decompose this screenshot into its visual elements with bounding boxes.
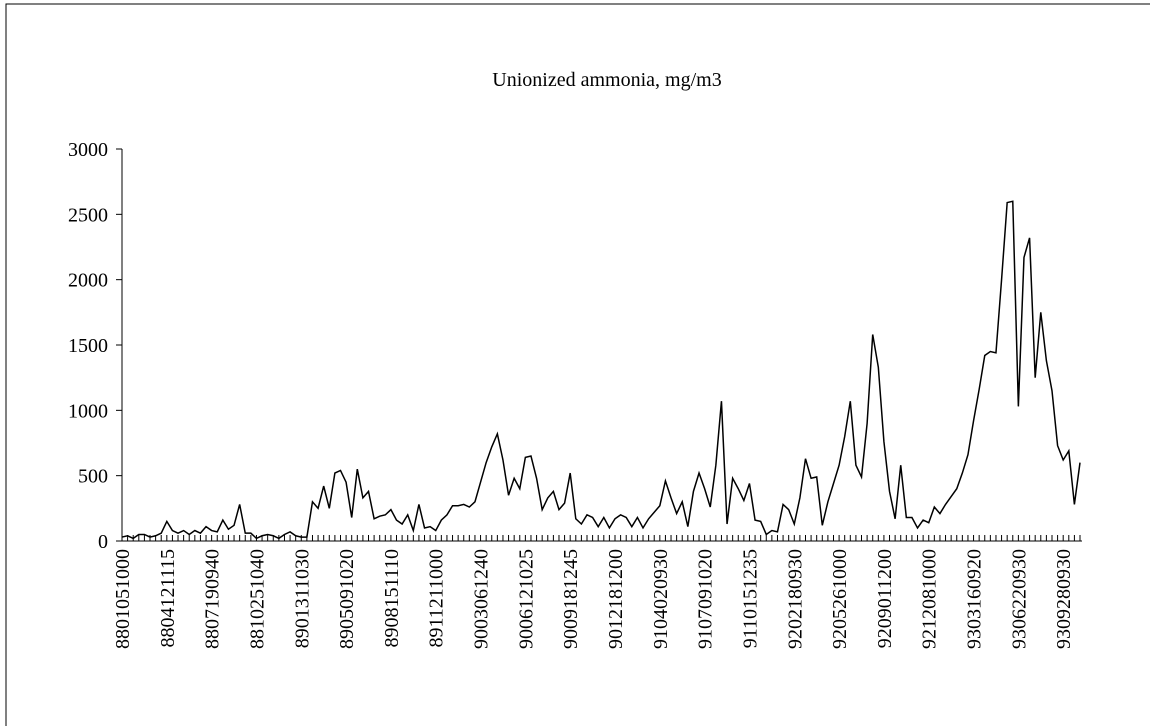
frame [5, 3, 1150, 726]
x-tick-label: 9205261000 [829, 549, 851, 649]
x-tick-label: 9212081000 [919, 549, 941, 649]
x-tick-label: 9306220930 [1008, 549, 1030, 649]
x-tick-label: 9202180930 [784, 549, 806, 649]
y-tick-label: 1000 [68, 400, 108, 422]
x-tick-label: 9003061240 [471, 549, 493, 649]
x-tick-label: 9107091020 [695, 549, 717, 649]
chart-title: Unionized ammonia, mg/m3 [492, 69, 721, 91]
y-tick-label: 1500 [68, 335, 108, 357]
x-tick-label: 8905091020 [336, 549, 358, 649]
y-tick-label: 0 [98, 531, 108, 553]
y-tick-label: 2000 [68, 270, 108, 292]
x-tick-label: 9104020930 [650, 549, 672, 649]
x-tick-label: 9006121025 [515, 549, 537, 649]
x-tick-label: 8804121115 [157, 549, 179, 648]
y-tick-label: 2500 [68, 204, 108, 226]
x-tick-label: 9209011200 [874, 549, 896, 648]
x-tick-label: 9309280930 [1053, 549, 1075, 649]
x-tick-label: 9110151235 [739, 549, 761, 648]
x-tick-label: 9303160920 [964, 549, 986, 649]
x-tick-label: 8911211000 [426, 549, 448, 648]
x-tick-label: 8810251040 [246, 549, 268, 649]
x-tick-label: 8801051000 [112, 549, 134, 649]
x-tick-label: 8908151110 [381, 549, 403, 648]
data-line [121, 200, 1081, 540]
y-tick-label: 500 [78, 466, 108, 488]
y-tick-label: 3000 [68, 139, 108, 161]
x-tick-label: 8901311030 [291, 549, 313, 648]
x-tick-label: 9009181245 [560, 549, 582, 649]
x-tick-label: 9012181200 [605, 549, 627, 649]
x-tick-label: 8807190940 [202, 549, 224, 649]
